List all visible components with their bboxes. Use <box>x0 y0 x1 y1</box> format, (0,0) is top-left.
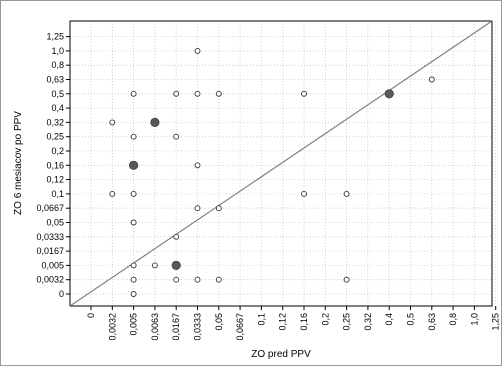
data-point <box>151 262 158 269</box>
data-point <box>130 219 137 226</box>
data-point <box>343 190 350 197</box>
data-point <box>130 190 137 197</box>
x-tick-label: 0,005 <box>129 313 139 336</box>
x-tick-label: 0,2 <box>320 313 330 326</box>
data-point <box>194 276 201 283</box>
grid-lines <box>70 21 497 306</box>
y-tick-label: 0,005 <box>41 260 64 270</box>
x-tick-label: 0,25 <box>342 313 352 331</box>
y-tick-label: 0,0333 <box>36 232 64 242</box>
plot-area-border <box>69 20 493 307</box>
x-tick-label: 1,0 <box>469 313 479 326</box>
x-tick-label: 0,1 <box>256 313 266 326</box>
x-tick-label: 0,0167 <box>171 313 181 341</box>
identity-diagonal-line <box>69 20 493 307</box>
y-tick-label: 0,5 <box>51 89 64 99</box>
x-tick-label: 0,4 <box>384 313 394 326</box>
data-point <box>194 90 201 97</box>
data-point <box>109 190 116 197</box>
data-point <box>215 90 222 97</box>
data-point <box>130 133 137 140</box>
data-point <box>173 133 180 140</box>
x-tick-label: 0,5 <box>406 313 416 326</box>
data-point <box>428 76 435 83</box>
data-point <box>130 291 137 297</box>
y-tick-label: 0,05 <box>46 218 64 228</box>
x-tick-label: 1,25 <box>491 313 501 331</box>
data-point-large <box>150 117 160 128</box>
data-point-large <box>171 260 181 270</box>
x-tick-label: 0,0032 <box>107 313 117 341</box>
data-point <box>301 190 307 197</box>
x-tick-label: 0,0063 <box>150 313 160 341</box>
y-tick-label: 0,2 <box>51 146 64 156</box>
data-point <box>173 90 180 97</box>
x-tick-label: 0,32 <box>363 313 373 331</box>
x-tick-label: 0,63 <box>427 313 437 331</box>
x-axis-ticks: 0 0,0032 0,005 0,0063 0,0167 0,0333 0,05 0,0667… <box>86 306 501 341</box>
data-points <box>109 47 435 297</box>
x-tick-label: 0 <box>86 313 96 318</box>
data-point <box>215 276 222 283</box>
y-tick-label: 1,25 <box>46 32 64 42</box>
y-tick-label: 0,0667 <box>36 203 64 213</box>
data-point <box>343 276 350 283</box>
data-point <box>194 205 201 212</box>
y-axis-ticks: 0 0,0032 0,005 0,0167 0,0333 0,05 0,0667 0,1 0,1… <box>36 32 70 299</box>
data-point <box>109 119 116 126</box>
x-tick-label: 0,8 <box>448 313 458 326</box>
x-tick-label: 0,0667 <box>235 313 245 341</box>
data-point-large <box>129 160 139 170</box>
data-point <box>194 162 201 169</box>
data-point <box>173 233 180 240</box>
y-tick-label: 0,0032 <box>36 275 64 285</box>
y-tick-label: 0,12 <box>46 175 64 185</box>
y-tick-label: 0,16 <box>46 160 64 170</box>
y-tick-label: 0 <box>59 289 64 299</box>
y-tick-label: 0,4 <box>51 103 64 113</box>
data-point <box>301 90 307 97</box>
y-tick-label: 0,8 <box>51 60 64 70</box>
data-point-large <box>384 89 394 99</box>
data-point <box>130 90 137 97</box>
y-tick-label: 0,63 <box>46 75 64 85</box>
data-point <box>130 262 137 269</box>
data-point <box>173 276 180 283</box>
y-tick-label: 0,32 <box>46 117 64 127</box>
y-tick-label: 0,1 <box>51 189 64 199</box>
x-axis-title: ZO pred PPV <box>251 349 311 360</box>
data-point <box>215 205 222 212</box>
y-tick-label: 0,25 <box>46 132 64 142</box>
x-tick-label: 0,0333 <box>193 313 203 341</box>
data-point <box>194 47 201 54</box>
x-tick-label: 0,12 <box>278 313 288 331</box>
y-axis-title: ZO 6 mesiacov po PPV <box>13 111 24 215</box>
y-tick-label: 1,0 <box>51 46 64 56</box>
x-tick-label: 0,05 <box>214 313 224 331</box>
y-tick-label: 0,0167 <box>36 246 64 256</box>
x-tick-label: 0,16 <box>299 313 309 331</box>
data-point <box>130 276 137 283</box>
